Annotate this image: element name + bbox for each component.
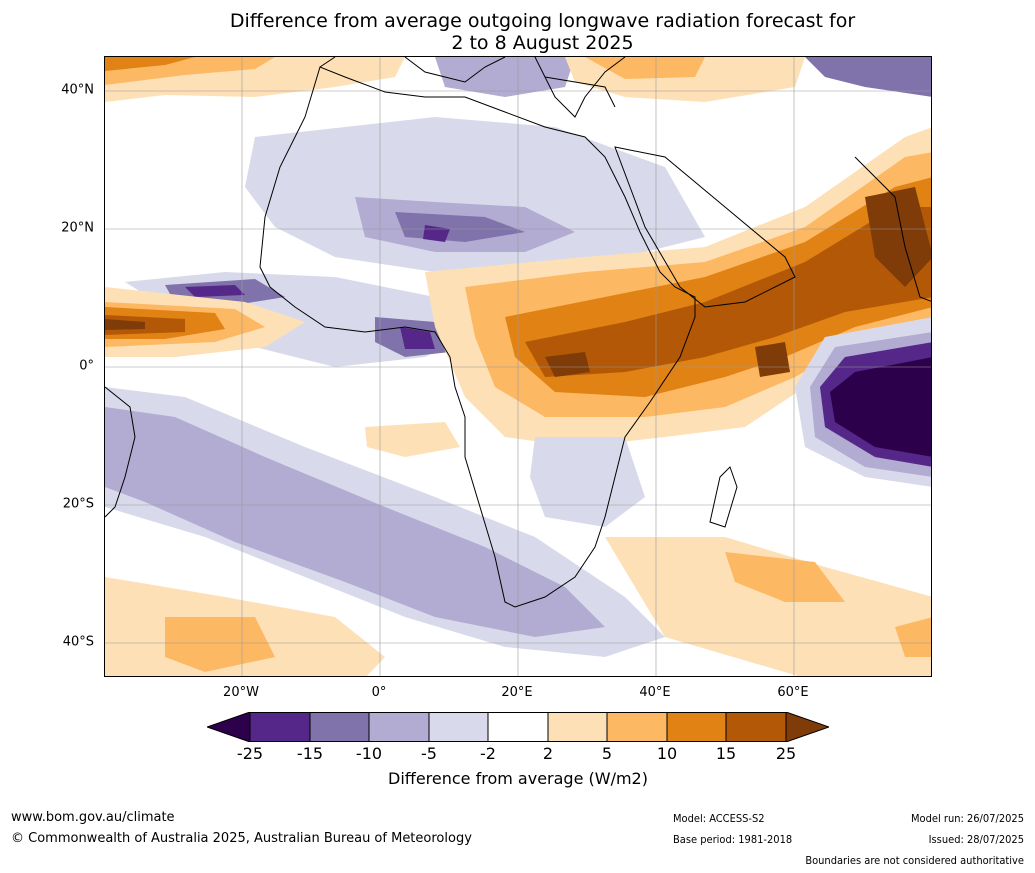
lat-label-40s: 40°S	[62, 634, 94, 650]
model-run-text: Model run: 26/07/2025	[911, 812, 1024, 825]
colorbar-extend-high	[785, 712, 829, 742]
colorbar-segment	[607, 712, 667, 742]
anomaly-map	[104, 56, 932, 677]
colorbar-tick: 25	[775, 744, 797, 763]
lat-label-20s: 20°S	[62, 496, 94, 512]
colorbar-tick: 2	[542, 744, 554, 763]
lon-label-20w: 20°W	[223, 685, 259, 700]
graticule	[105, 57, 931, 676]
colorbar-segment	[726, 712, 786, 742]
coastlines	[105, 57, 931, 608]
colorbar-extend-low	[207, 712, 251, 742]
copyright-text: © Commonwealth of Australia 2025, Austra…	[11, 831, 472, 846]
colorbar-segment	[667, 712, 726, 742]
chart-title: Difference from average outgoing longwav…	[0, 10, 1035, 54]
colorbar-tick: 15	[715, 744, 737, 763]
anomaly-region	[105, 319, 145, 330]
title-line-2: 2 to 8 August 2025	[451, 32, 634, 54]
colorbar-tick: 10	[656, 744, 678, 763]
anomaly-region	[400, 327, 435, 349]
base-period-text: Base period: 1981-2018	[673, 833, 793, 846]
anomaly-region	[585, 57, 705, 79]
anomaly-region	[805, 57, 931, 97]
anomaly-region	[105, 407, 605, 637]
colorbar-tick: 5	[601, 744, 613, 763]
lat-label-40n: 40°N	[61, 82, 94, 98]
website-link[interactable]: www.bom.gov.au/climate	[11, 810, 175, 825]
anomaly-region	[725, 552, 845, 602]
colorbar-segment	[369, 712, 429, 742]
anomaly-region	[755, 342, 790, 377]
issued-text: Issued: 28/07/2025	[928, 833, 1024, 846]
lon-label-60e: 60°E	[777, 685, 809, 700]
colorbar-tick: -25	[236, 744, 264, 763]
anomaly-region	[865, 187, 931, 287]
anomaly-region	[895, 617, 931, 657]
lon-label-20e: 20°E	[501, 685, 533, 700]
lat-label-equator: 0°	[79, 358, 94, 374]
anomaly-region	[105, 57, 195, 71]
anomaly-region	[245, 117, 705, 272]
lat-label-20n: 20°N	[61, 220, 94, 236]
lon-label-40e: 40°E	[639, 685, 671, 700]
colorbar-segment	[548, 712, 607, 742]
colorbar-segment	[429, 712, 488, 742]
anomaly-region	[185, 285, 245, 297]
anomaly-region	[165, 617, 275, 672]
colorbar-tick: -2	[480, 744, 496, 763]
anomaly-region	[525, 207, 931, 377]
anomaly-region	[365, 422, 460, 457]
colorbar-segment	[310, 712, 369, 742]
anomaly-region	[530, 437, 645, 527]
colorbar-tick: -5	[421, 744, 437, 763]
disclaimer-text: Boundaries are not considered authoritat…	[805, 854, 1024, 867]
lon-label-0: 0°	[371, 685, 387, 700]
anomaly-region	[830, 357, 931, 457]
colorbar-label: Difference from average (W/m2)	[388, 769, 648, 788]
colorbar-segment	[250, 712, 310, 742]
colorbar-tick: -10	[355, 744, 383, 763]
anomaly-region	[605, 537, 931, 676]
anomaly-region	[545, 352, 590, 377]
colorbar-tick: -15	[296, 744, 324, 763]
colorbar-segment	[488, 712, 548, 742]
map-canvas	[105, 57, 931, 676]
model-text: Model: ACCESS-S2	[673, 812, 765, 825]
title-line-1: Difference from average outgoing longwav…	[229, 10, 856, 32]
colorbar	[207, 712, 829, 742]
